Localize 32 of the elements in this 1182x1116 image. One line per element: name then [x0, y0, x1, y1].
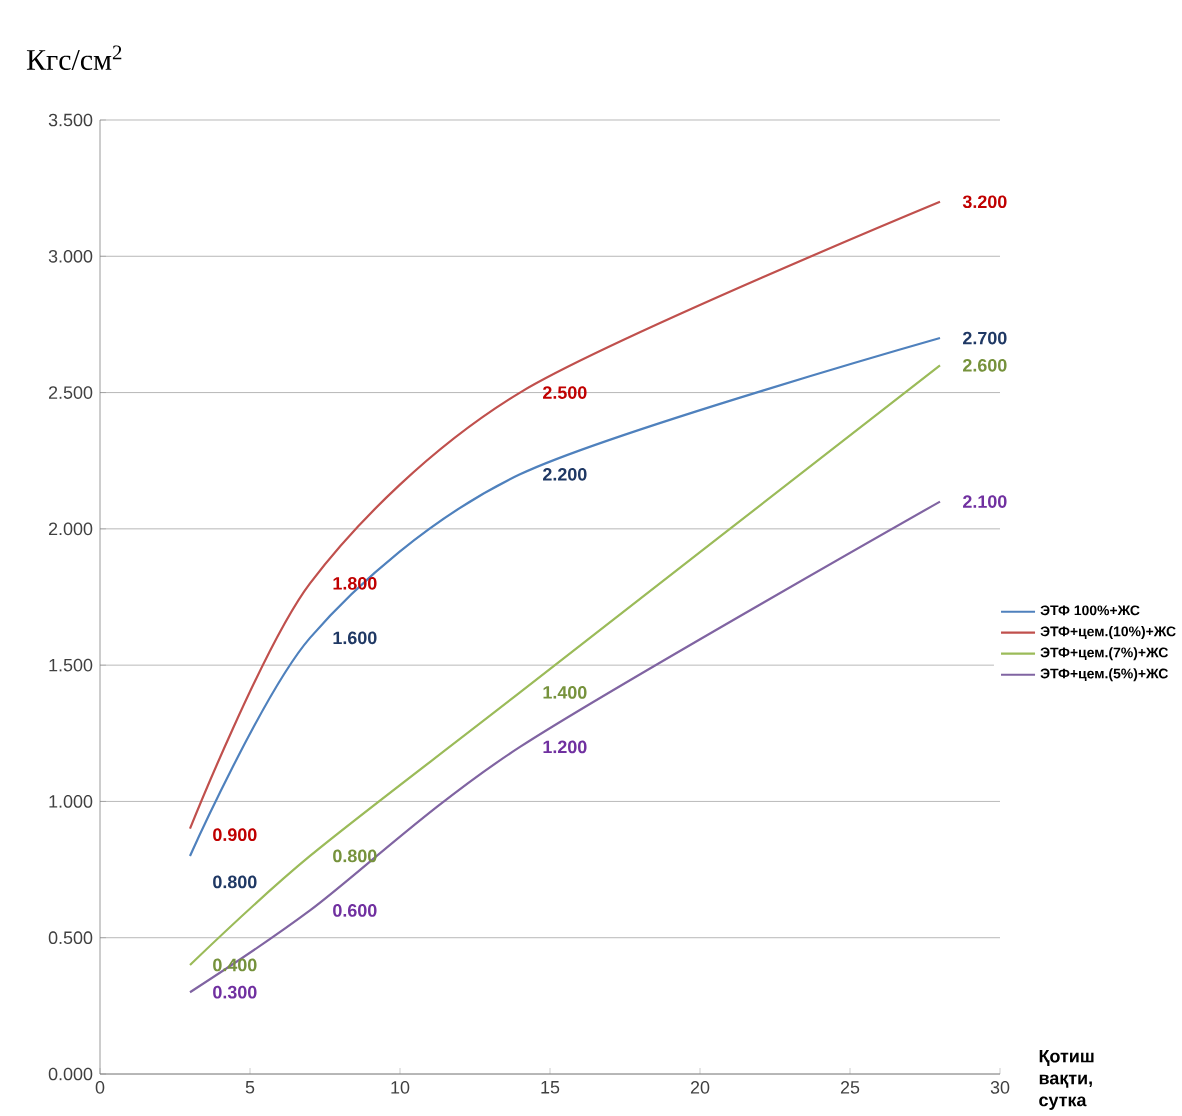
x-tick-label: 15 [541, 1081, 560, 1094]
y-tick-label: 2.500 [48, 386, 93, 399]
data-label: 3.200 [962, 195, 1007, 209]
y-tick-label: 3.000 [48, 249, 93, 263]
x-tick-label: 10 [391, 1081, 410, 1094]
y-tick-label: 2.000 [48, 522, 93, 536]
x-tick-label: 0 [95, 1081, 105, 1094]
line-series [188, 200, 942, 830]
x-tick-label: 20 [690, 1081, 710, 1094]
x-axis-title: Қотиш вақти, сутка [1039, 1049, 1094, 1110]
data-label: 0.800 [213, 875, 257, 889]
data-label: 0.900 [213, 828, 257, 842]
y-tick-label: 3.500 [48, 113, 93, 127]
data-label: 2.600 [963, 358, 1007, 372]
x-tick-label: 5 [245, 1081, 255, 1094]
y-tick-label: 1.500 [49, 658, 93, 672]
data-label: 0.800 [333, 849, 377, 863]
data-label: 2.100 [963, 495, 1007, 508]
y-tick-label: 0.500 [48, 931, 93, 945]
y-tick-label: 1.000 [49, 795, 93, 808]
data-label: 2.700 [963, 331, 1007, 345]
data-label: 1.200 [543, 740, 587, 754]
data-label: 0.600 [333, 904, 377, 917]
data-label: 2.500 [543, 386, 587, 399]
data-label: 2.200 [543, 467, 587, 481]
data-label: 1.400 [543, 686, 587, 699]
data-label: 1.600 [333, 631, 377, 645]
x-tick-label: 30 [990, 1081, 1010, 1094]
y-tick-label: 0.000 [48, 1067, 93, 1081]
x-tick-label: 25 [840, 1081, 860, 1094]
y-axis-title: Кгс/см$^{2}$ [26, 45, 122, 71]
data-label: 0.300 [213, 985, 257, 999]
